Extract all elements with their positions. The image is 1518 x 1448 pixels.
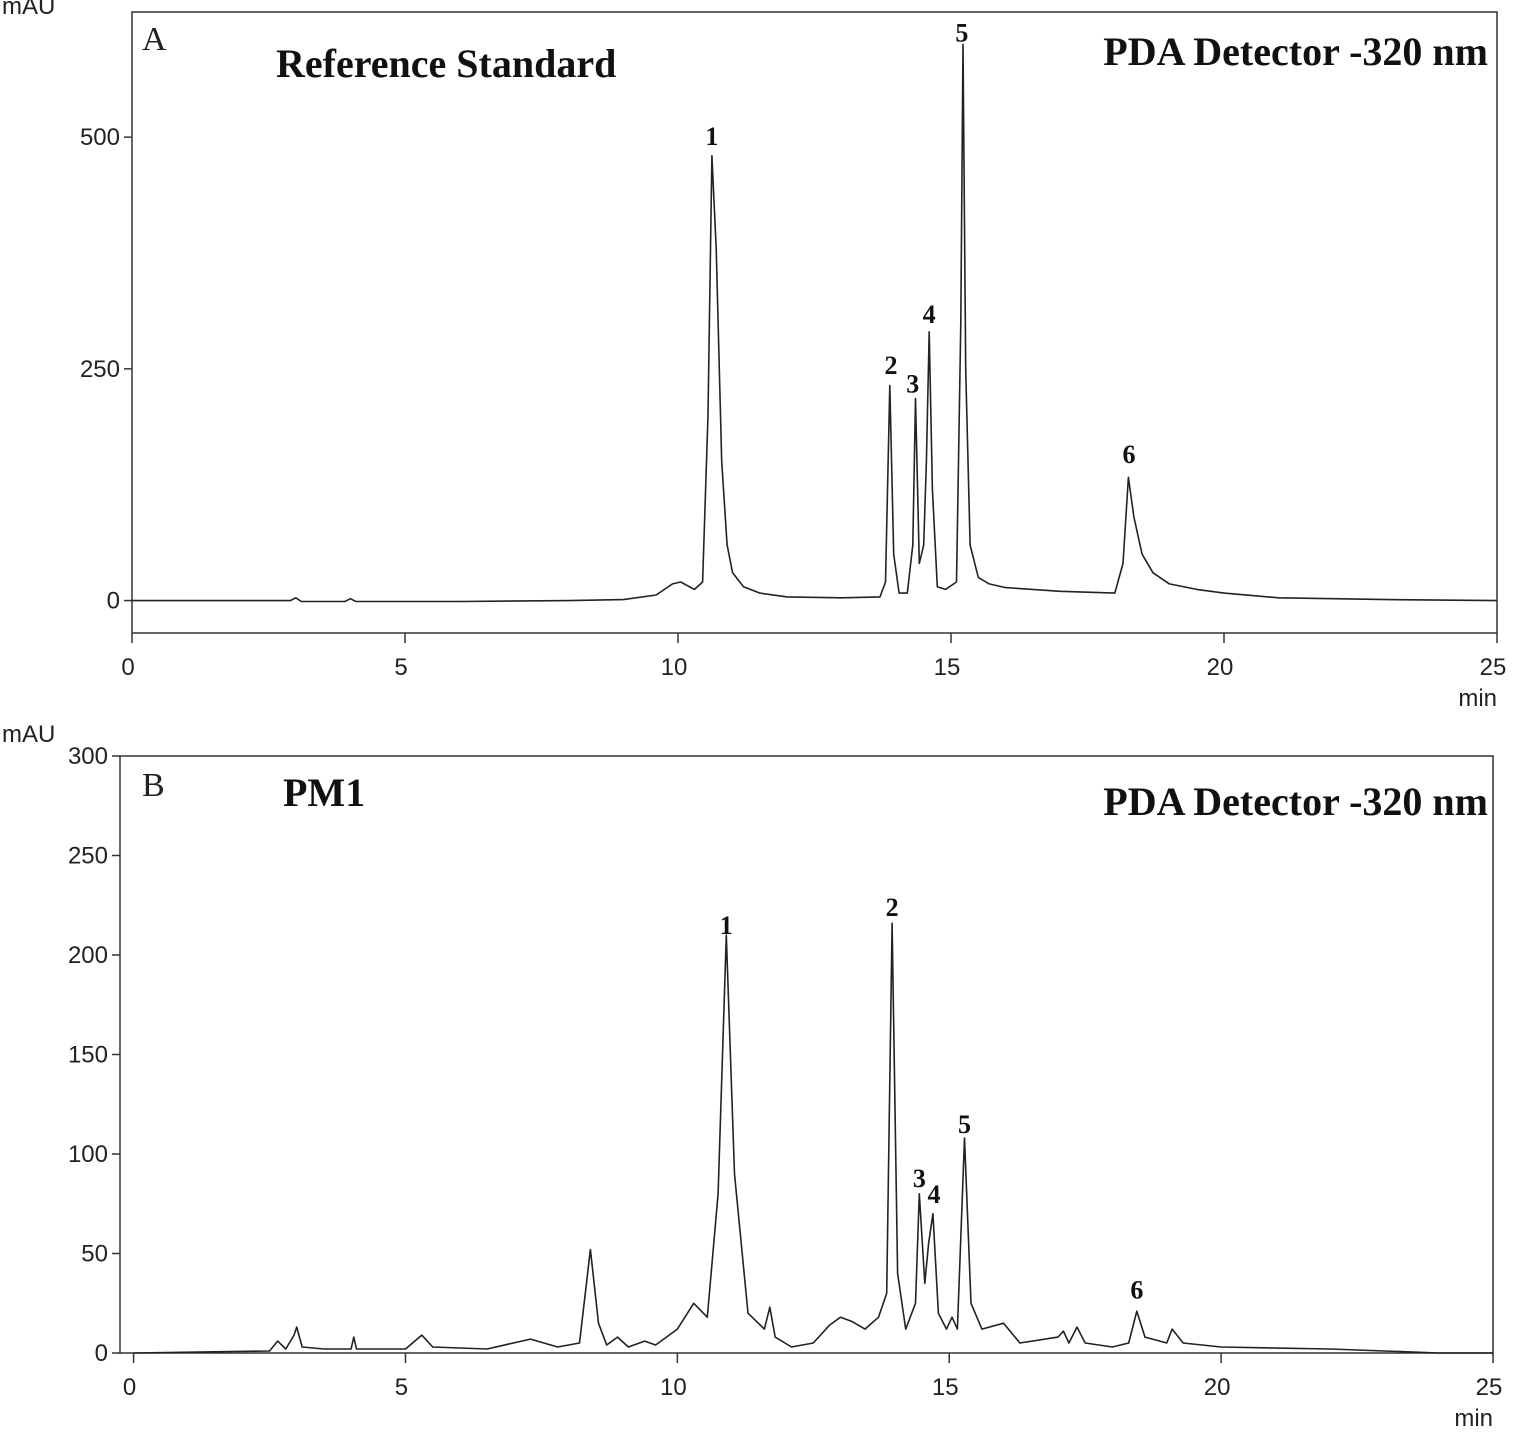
peak-label: 2	[884, 351, 897, 380]
x-tick-label: 15	[934, 654, 961, 681]
x-axis-label: min	[1458, 685, 1497, 712]
peak-label: 1	[705, 122, 718, 151]
peak-label: 5	[955, 18, 968, 47]
y-tick-label: 0	[95, 1340, 108, 1367]
peak-label: 2	[886, 893, 899, 922]
y-tick-label: 0	[107, 588, 120, 615]
chart-title: PM1	[283, 770, 365, 815]
x-axis-label: min	[1454, 1405, 1493, 1432]
chart-subtitle: PDA Detector -320 nm	[1103, 779, 1488, 824]
plot-frame	[119, 755, 1494, 1354]
peak-label: 6	[1130, 1275, 1143, 1304]
x-tick-label: 0	[121, 654, 134, 681]
x-tick-label: 15	[932, 1374, 959, 1401]
trace	[133, 922, 1493, 1354]
chart-title: Reference Standard	[276, 41, 616, 86]
y-tick-label: 300	[68, 743, 108, 770]
x-tick-label: 0	[123, 1374, 136, 1401]
x-tick-label: 25	[1476, 1374, 1503, 1401]
x-tick-label: 10	[661, 654, 688, 681]
trace	[132, 43, 1498, 603]
y-tick-label: 500	[80, 124, 120, 151]
y-axis-label: mAU	[2, 0, 55, 20]
peak-label: 3	[913, 1164, 926, 1193]
x-tick-label: 10	[660, 1374, 687, 1401]
y-tick-label: 150	[68, 1042, 108, 1069]
peak-label: 1	[720, 911, 733, 940]
y-tick-label: 200	[68, 942, 108, 969]
peak-label: 5	[958, 1110, 971, 1139]
x-tick-label: 5	[394, 654, 407, 681]
panel-label: A	[142, 21, 167, 58]
y-tick-label: 50	[81, 1241, 108, 1268]
peak-label: 3	[906, 370, 919, 399]
x-tick-label: 5	[395, 1374, 408, 1401]
x-tick-label: 20	[1204, 1374, 1231, 1401]
y-axis-label: mAU	[2, 721, 55, 748]
panel-label: B	[142, 767, 165, 804]
plot-frame	[131, 11, 1498, 634]
x-tick-label: 20	[1207, 654, 1234, 681]
peak-label: 4	[928, 1180, 941, 1209]
y-tick-label: 250	[68, 843, 108, 870]
x-tick-label: 25	[1480, 654, 1507, 681]
y-tick-label: 250	[80, 356, 120, 383]
peak-label: 4	[923, 300, 936, 329]
y-tick-label: 100	[68, 1141, 108, 1168]
peak-label: 6	[1122, 440, 1135, 469]
chart-subtitle: PDA Detector -320 nm	[1103, 29, 1488, 74]
